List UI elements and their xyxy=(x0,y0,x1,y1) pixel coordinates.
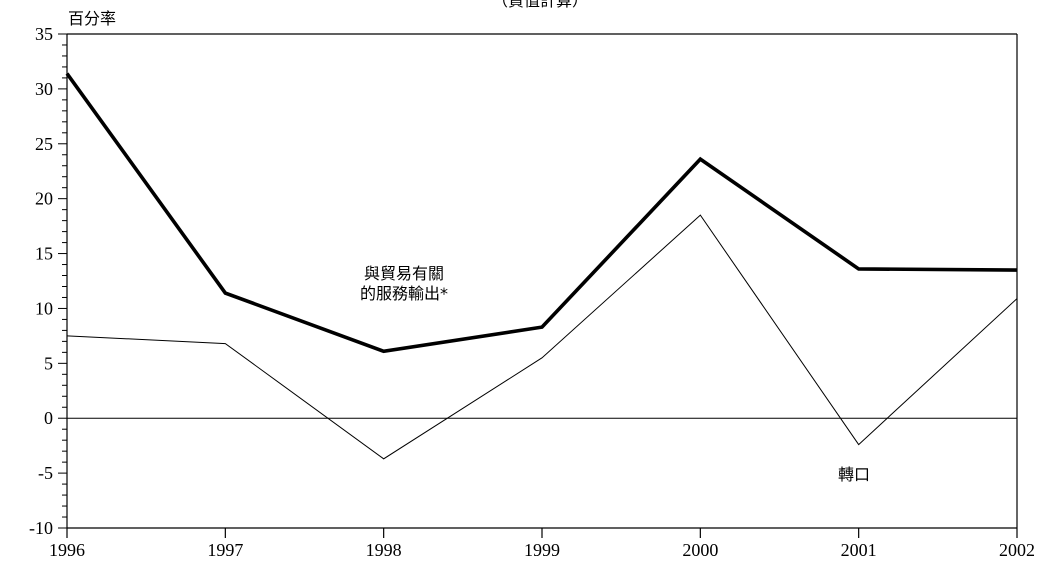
x-tick-label: 2000 xyxy=(682,540,718,560)
series-label-reexports: 轉口 xyxy=(838,465,870,484)
y-tick-label: 30 xyxy=(35,79,53,99)
x-tick-label: 1999 xyxy=(524,540,560,560)
y-axis-label: 百分率 xyxy=(68,9,116,28)
y-tick-label: 25 xyxy=(35,134,53,154)
y-tick-label: 15 xyxy=(35,244,53,264)
y-tick-label: 10 xyxy=(35,298,53,318)
x-tick-label: 2001 xyxy=(841,540,877,560)
chart-title: （貨值計算） xyxy=(492,0,588,10)
y-tick-label: 35 xyxy=(35,24,53,44)
y-tick-label: 20 xyxy=(35,189,53,209)
x-tick-label: 1998 xyxy=(366,540,402,560)
y-tick-label: -10 xyxy=(29,518,53,538)
y-tick-label: -5 xyxy=(38,463,53,483)
series-label-trade-services: 與貿易有關 xyxy=(364,264,444,283)
y-tick-label: 0 xyxy=(44,408,53,428)
x-tick-label: 1997 xyxy=(207,540,243,560)
series-line-trade-services xyxy=(65,72,1018,354)
series-line-reexports xyxy=(66,214,1018,460)
y-tick-label: 5 xyxy=(44,353,53,373)
x-tick-label: 2002 xyxy=(999,540,1035,560)
x-tick-label: 1996 xyxy=(49,540,85,560)
series-label-trade-services: 的服務輸出* xyxy=(360,284,448,303)
